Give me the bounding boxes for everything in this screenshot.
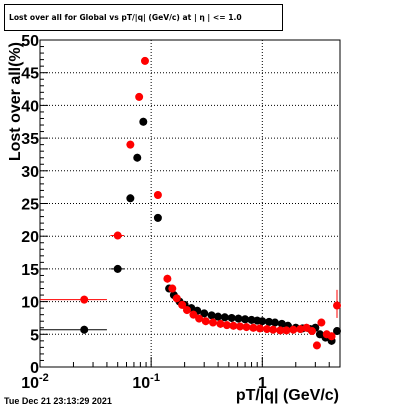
data-point [135, 92, 144, 101]
y-tick-label: 30 [21, 164, 39, 181]
data-point [312, 341, 321, 350]
data-point [153, 190, 162, 199]
y-tick-label: 10 [21, 295, 39, 312]
grid [40, 40, 340, 367]
data-point [269, 325, 278, 334]
data-point [163, 274, 172, 283]
data-point [189, 310, 198, 319]
data-point [80, 295, 89, 304]
data-point [262, 325, 271, 334]
data-point [80, 325, 89, 334]
y-tick-label: 0 [30, 360, 39, 377]
data-point [168, 284, 177, 293]
data-point [258, 317, 267, 326]
data-point [113, 264, 122, 273]
data-point [282, 326, 291, 335]
data-point [277, 319, 286, 328]
data-point [317, 318, 326, 327]
data-point [220, 313, 229, 322]
data-point [195, 314, 204, 323]
data-point [126, 194, 135, 203]
data-point [296, 325, 305, 334]
data-point [126, 140, 135, 149]
y-tick-label: 20 [21, 229, 39, 246]
data-point [133, 153, 142, 162]
data-point [265, 317, 274, 326]
data-point [201, 317, 210, 326]
data-point [236, 322, 245, 331]
data-point [200, 309, 209, 318]
data-series [40, 56, 342, 350]
x-axis-label: pT/|q| (GeV/c) [236, 387, 339, 404]
y-tick-label: 50 [21, 33, 39, 50]
data-point [327, 332, 336, 341]
data-point [289, 325, 298, 334]
data-point [208, 318, 217, 327]
data-point [333, 327, 342, 336]
data-point [113, 231, 122, 240]
tick-labels: 0 5 10 15 20 25 30 35 40 45 50 10-2 10-1 1 [21, 33, 267, 392]
data-point [178, 300, 187, 309]
data-point [270, 318, 279, 327]
chart-title-box: Lost over all for Global vs pT/|q| (GeV/… [4, 4, 283, 31]
data-point [227, 313, 236, 322]
data-point [249, 323, 258, 332]
data-point [276, 326, 285, 335]
data-point [234, 314, 243, 323]
y-tick-label: 40 [21, 98, 39, 115]
data-point [207, 311, 216, 320]
x-tick-label: 10-1 [132, 372, 160, 392]
x-tick-label: 1 [258, 375, 267, 392]
y-tick-label: 5 [30, 327, 39, 344]
datestamp: Tue Dec 21 23:13:29 2021 [4, 396, 112, 406]
axes [39, 39, 330, 368]
data-point [308, 327, 317, 336]
series-1 [40, 56, 342, 350]
data-point [222, 321, 231, 330]
data-point [229, 321, 238, 330]
y-tick-label: 45 [21, 66, 39, 83]
data-point [139, 117, 148, 126]
data-point [242, 323, 251, 332]
data-point [333, 301, 342, 310]
data-point [182, 306, 191, 315]
y-tick-label: 35 [21, 131, 39, 148]
data-point [172, 294, 181, 303]
y-tick-label: 25 [21, 197, 39, 214]
data-point [153, 213, 162, 222]
data-point [140, 56, 149, 65]
chart-title: Lost over all for Global vs pT/|q| (GeV/… [9, 13, 242, 22]
data-point [241, 315, 250, 324]
y-tick-label: 15 [21, 262, 39, 279]
x-tick-label: 10-2 [21, 372, 49, 392]
data-point [216, 319, 225, 328]
y-axis-label: Lost over all(%) [7, 42, 24, 161]
data-point [255, 324, 264, 333]
data-point [214, 312, 223, 321]
